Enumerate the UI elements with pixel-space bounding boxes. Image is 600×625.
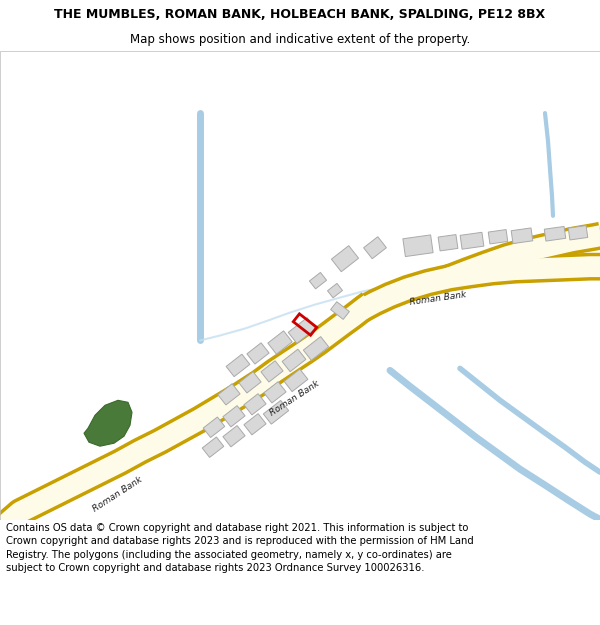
Bar [264, 382, 286, 403]
Bar [544, 226, 566, 241]
Bar [460, 232, 484, 249]
Text: Roman Bank: Roman Bank [269, 379, 322, 418]
Text: Roman Bank: Roman Bank [92, 475, 145, 513]
Bar [331, 246, 359, 272]
Bar [218, 384, 240, 405]
Bar [488, 229, 508, 244]
Text: Contains OS data © Crown copyright and database right 2021. This information is : Contains OS data © Crown copyright and d… [6, 523, 474, 572]
Bar [268, 331, 292, 354]
Bar [403, 235, 433, 257]
Bar [226, 354, 250, 377]
Bar [304, 337, 329, 361]
Bar [438, 234, 458, 251]
Text: THE MUMBLES, ROMAN BANK, HOLBEACH BANK, SPALDING, PE12 8BX: THE MUMBLES, ROMAN BANK, HOLBEACH BANK, … [55, 8, 545, 21]
Bar [284, 369, 308, 392]
Bar [244, 414, 266, 435]
Bar [328, 283, 343, 298]
Bar [261, 361, 283, 382]
Bar [282, 349, 306, 372]
Bar [244, 394, 266, 415]
Text: Roman Bank: Roman Bank [409, 290, 467, 307]
Bar [310, 272, 326, 289]
Text: Map shows position and indicative extent of the property.: Map shows position and indicative extent… [130, 34, 470, 46]
Bar [263, 401, 289, 424]
Bar [202, 437, 224, 458]
Bar [293, 314, 317, 335]
Bar [288, 318, 316, 343]
Polygon shape [84, 401, 132, 446]
Bar [568, 226, 588, 240]
Bar [223, 406, 245, 427]
Bar [247, 342, 269, 364]
Bar [331, 302, 349, 319]
Bar [223, 426, 245, 447]
Bar [239, 372, 261, 393]
Bar [364, 237, 386, 259]
Bar [511, 228, 533, 244]
Bar [203, 417, 225, 437]
